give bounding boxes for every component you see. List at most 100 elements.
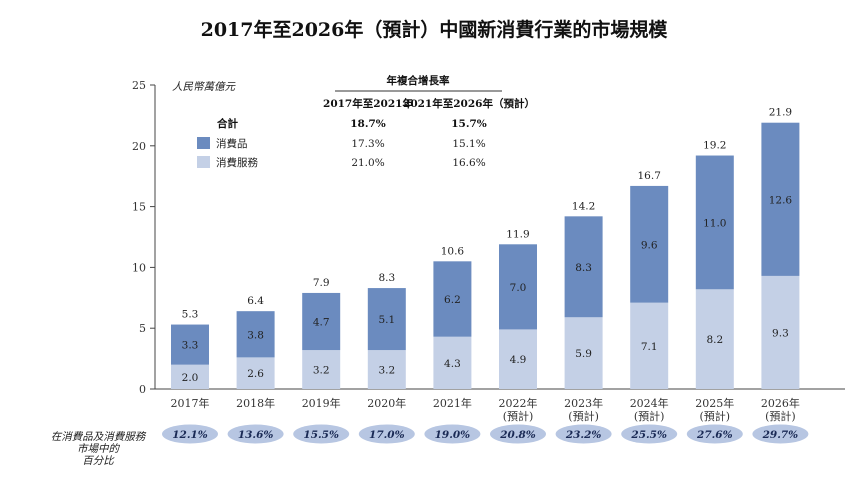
cagr-column-header: 2021年至2026年（預計） xyxy=(403,97,535,110)
total-label: 8.3 xyxy=(378,272,395,284)
share-pill xyxy=(490,424,546,444)
bar-consumer-services xyxy=(695,289,734,389)
bar-consumer-services xyxy=(433,336,472,389)
share-value: 25.5% xyxy=(630,429,667,441)
share-value: 23.2% xyxy=(565,429,602,441)
value-label-services: 9.3 xyxy=(772,327,789,339)
bar-consumer-goods xyxy=(761,122,800,276)
cagr-value: 18.7% xyxy=(350,118,386,130)
legend-swatch xyxy=(197,137,210,149)
share-value: 19.0% xyxy=(435,429,471,441)
value-label-goods: 8.3 xyxy=(575,262,592,274)
value-label-services: 4.3 xyxy=(444,358,461,370)
share-row-label: 市場中的 xyxy=(77,443,120,455)
bar-labels: 2.0 3.3 5.3 2017年 2.6 3.8 6.4 2018年 3.2 4.7 7.9 201… xyxy=(171,107,800,423)
bar-consumer-goods xyxy=(695,155,734,290)
total-label: 7.9 xyxy=(313,277,330,289)
share-pill xyxy=(752,424,809,444)
bar-consumer-services xyxy=(171,364,209,389)
x-tick-label: 2024年 xyxy=(630,396,669,410)
value-label-services: 5.9 xyxy=(575,348,592,360)
share-value: 15.5% xyxy=(303,429,339,441)
value-label-services: 7.1 xyxy=(641,341,658,353)
y-tick-label: 10 xyxy=(132,261,146,274)
bar-consumer-goods xyxy=(564,216,603,318)
cagr-value: 16.6% xyxy=(452,157,485,169)
y-tick-label: 5 xyxy=(139,322,146,335)
bar-consumer-goods xyxy=(499,244,537,330)
bar-consumer-goods xyxy=(630,185,669,303)
value-label-services: 2.6 xyxy=(247,368,264,380)
x-tick-label: 2018年 xyxy=(236,396,275,410)
value-label-goods: 7.0 xyxy=(510,282,527,294)
bar-consumer-goods xyxy=(433,261,472,337)
bar-consumer-services xyxy=(630,302,669,389)
bar-consumer-goods xyxy=(367,288,406,351)
value-label-goods: 3.8 xyxy=(247,329,264,341)
x-tick-label: 2017年 xyxy=(171,396,210,410)
total-label: 11.9 xyxy=(506,228,529,240)
legend-swatch xyxy=(197,156,210,168)
total-label: 19.2 xyxy=(703,140,726,152)
x-tick-note: (預計) xyxy=(568,409,599,423)
share-pill xyxy=(555,424,612,444)
cagr-value: 21.0% xyxy=(351,157,384,169)
value-label-goods: 3.3 xyxy=(182,340,199,352)
value-label-services: 4.9 xyxy=(510,354,527,366)
cagr-value: 15.7% xyxy=(451,118,487,130)
value-label-services: 8.2 xyxy=(706,334,723,346)
unit-label: 人民幣萬億元 xyxy=(172,81,236,93)
chart-title: 2017年至2026年（預計）中國新消費行業的市場規模 xyxy=(201,18,669,41)
share-row-label: 百分比 xyxy=(82,455,115,467)
share-pill xyxy=(621,424,678,444)
value-label-services: 3.2 xyxy=(378,365,395,377)
total-label: 6.4 xyxy=(247,295,264,307)
x-tick-note: (預計) xyxy=(503,409,534,423)
share-pill xyxy=(162,424,218,444)
value-label-goods: 4.7 xyxy=(313,317,330,329)
share-value: 20.8% xyxy=(499,429,536,441)
x-tick-label: 2021年 xyxy=(433,396,472,410)
share-value: 12.1% xyxy=(172,429,208,441)
x-tick-label: 2022年 xyxy=(499,396,538,410)
bar-consumer-services xyxy=(236,357,275,389)
bar-consumer-goods xyxy=(302,292,341,351)
y-tick-label: 0 xyxy=(139,383,146,396)
cagr-row-label: 合計 xyxy=(216,117,238,130)
x-tick-label: 2026年 xyxy=(761,396,800,410)
x-tick-label: 2025年 xyxy=(695,396,734,410)
value-label-goods: 6.2 xyxy=(444,294,461,306)
share-value: 27.6% xyxy=(696,429,733,441)
bar-consumer-services xyxy=(367,350,406,389)
legend-label: 消費服務 xyxy=(216,156,258,169)
bars xyxy=(171,122,800,389)
total-label: 10.6 xyxy=(441,245,465,257)
share-value: 17.0% xyxy=(369,429,405,441)
bar-consumer-goods xyxy=(171,324,209,365)
bar-consumer-services xyxy=(302,350,341,389)
total-label: 21.9 xyxy=(769,107,792,119)
value-label-services: 3.2 xyxy=(313,365,330,377)
value-label-goods: 5.1 xyxy=(378,314,395,326)
bar-consumer-services xyxy=(761,275,800,389)
cagr-value: 17.3% xyxy=(351,138,384,150)
x-tick-label: 2023年 xyxy=(564,396,603,410)
value-label-goods: 9.6 xyxy=(641,239,658,251)
share-value: 29.7% xyxy=(762,429,799,441)
x-tick-label: 2020年 xyxy=(367,396,406,410)
bar-consumer-services xyxy=(564,317,603,389)
x-tick-note: (預計) xyxy=(634,409,665,423)
share-pill xyxy=(358,424,415,444)
total-label: 5.3 xyxy=(182,309,199,321)
cagr-value: 15.1% xyxy=(452,138,485,150)
share-pill xyxy=(227,424,284,444)
y-tick-label: 20 xyxy=(132,140,146,153)
y-tick-label: 25 xyxy=(132,79,146,92)
share-value: 13.6% xyxy=(238,429,274,441)
value-label-services: 2.0 xyxy=(182,372,199,384)
y-tick-label: 15 xyxy=(132,201,146,214)
total-label: 16.7 xyxy=(638,170,661,182)
bar-consumer-goods xyxy=(236,311,275,358)
